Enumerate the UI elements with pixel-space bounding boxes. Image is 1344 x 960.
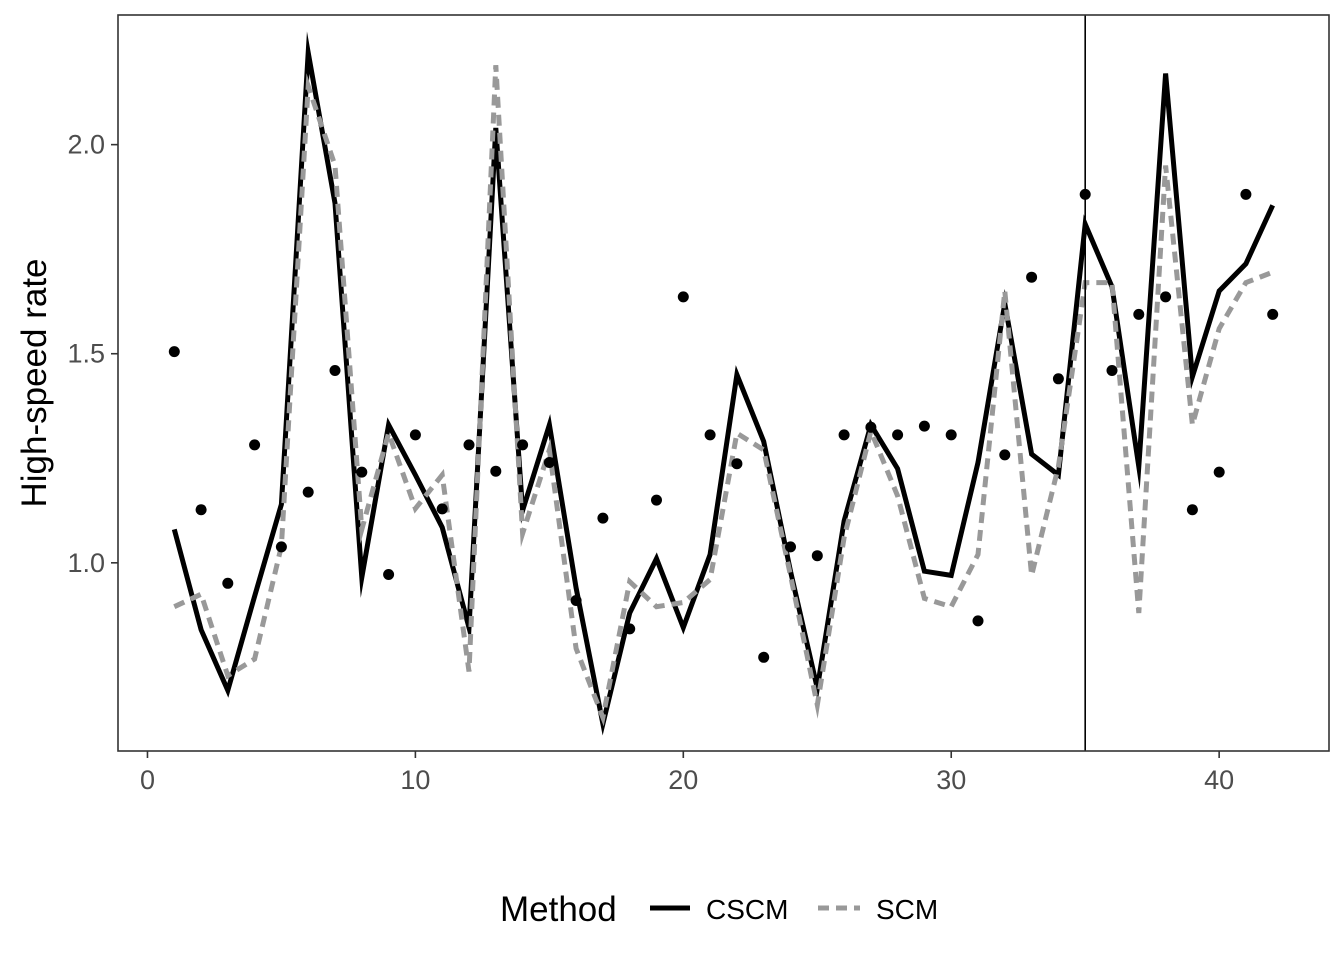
x-tick-label: 0 <box>140 765 155 795</box>
legend-label-cscm: CSCM <box>706 894 788 925</box>
data-point <box>463 439 475 451</box>
data-point <box>543 457 555 468</box>
data-point <box>1052 373 1064 385</box>
data-point <box>356 466 368 478</box>
data-point <box>892 429 904 441</box>
data-point <box>785 541 796 553</box>
data-point <box>1160 291 1172 303</box>
data-point <box>249 439 261 451</box>
data-point <box>409 429 421 441</box>
panel-border <box>117 14 1330 752</box>
data-point <box>329 365 341 376</box>
data-point <box>677 291 689 303</box>
data-point <box>811 550 823 562</box>
y-tick-label: 2.0 <box>67 130 105 160</box>
series-line-scm <box>173 65 1274 727</box>
data-point <box>1026 271 1038 283</box>
data-point <box>651 494 662 506</box>
x-tick-label: 10 <box>400 765 430 795</box>
data-point <box>302 486 314 498</box>
data-point <box>999 449 1011 461</box>
plot-area <box>168 15 1279 751</box>
x-tick-label: 30 <box>936 765 966 795</box>
legend-title: Method <box>500 890 617 929</box>
y-axis-title: High-speed rate <box>15 258 54 507</box>
data-point <box>517 439 529 451</box>
data-point <box>731 458 743 470</box>
data-point <box>1213 466 1225 478</box>
data-point <box>383 569 395 580</box>
series-line-cscm <box>171 31 1275 736</box>
data-point <box>436 503 448 515</box>
x-tick-label: 40 <box>1204 765 1234 795</box>
data-point <box>758 651 770 663</box>
data-point <box>918 420 930 432</box>
legend: Method CSCM SCM <box>500 890 938 929</box>
data-point <box>1240 188 1252 200</box>
data-point <box>1133 308 1145 320</box>
data-point <box>972 615 984 627</box>
data-point <box>1267 308 1279 320</box>
data-point <box>490 465 502 477</box>
data-point <box>222 577 234 589</box>
data-point <box>704 429 716 441</box>
y-tick-label: 1.5 <box>67 339 105 369</box>
data-point <box>597 512 609 524</box>
data-point <box>570 595 582 606</box>
x-tick-label: 20 <box>668 765 698 795</box>
data-point <box>1186 504 1198 516</box>
data-point <box>865 421 877 433</box>
data-point <box>624 623 636 635</box>
data-point <box>168 346 180 358</box>
legend-label-scm: SCM <box>876 894 938 925</box>
data-point <box>275 541 287 553</box>
axes: 0 10 20 30 40 1.0 1.5 2.0 <box>67 14 1330 795</box>
data-point <box>195 504 207 516</box>
y-tick-label: 1.0 <box>67 548 105 578</box>
data-point <box>1106 365 1118 376</box>
data-point <box>945 429 957 441</box>
data-point <box>838 429 850 441</box>
